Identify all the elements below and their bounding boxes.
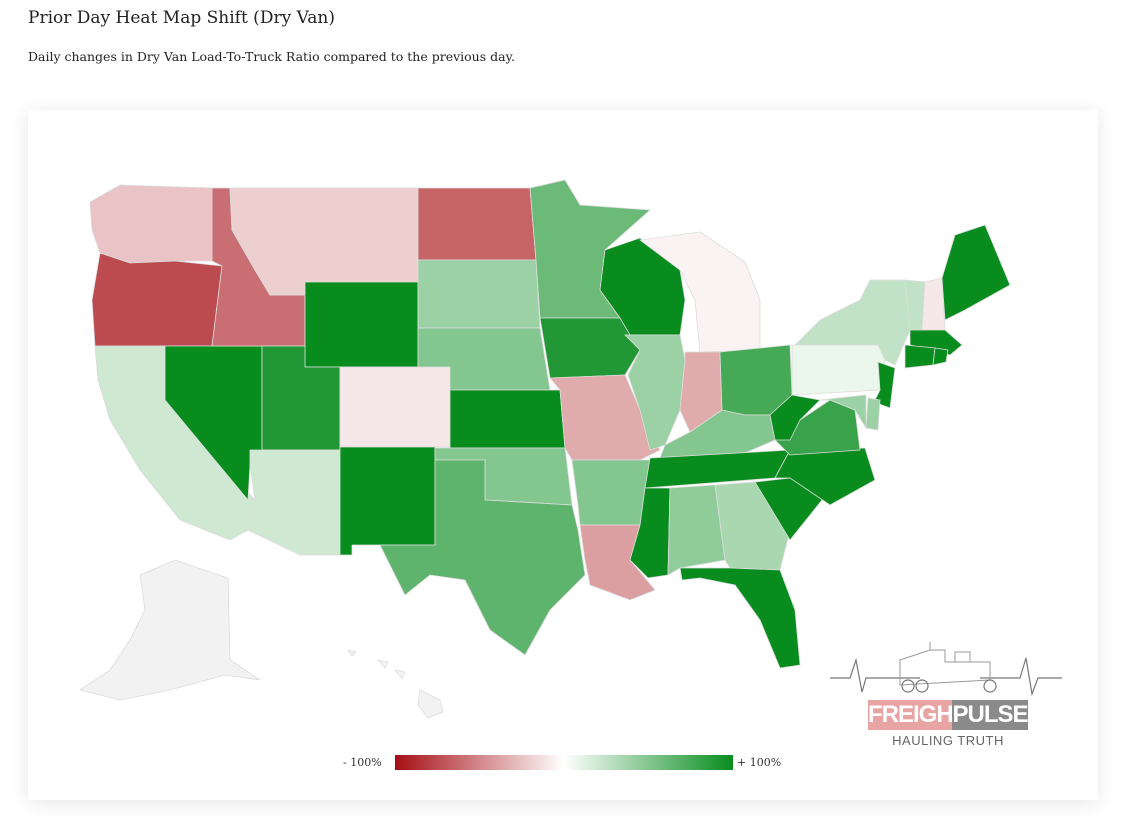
state-nm[interactable] [339,446,436,556]
legend-max-label: + 100% [737,756,782,769]
truck-heartbeat-icon [830,642,1062,697]
page-title: Prior Day Heat Map Shift (Dry Van) [28,8,336,28]
logo-word-pulse: PULSE [952,700,1029,730]
state-or[interactable] [91,252,223,347]
logo-word-freight: FREIGHT [868,700,967,730]
page-subtitle: Daily changes in Dry Van Load-To-Truck R… [28,49,515,64]
state-nd[interactable] [417,187,537,261]
state-ar[interactable] [571,459,651,526]
legend-min-label: - 100% [343,756,382,769]
state-me[interactable] [941,224,1011,321]
state-tx[interactable] [379,459,586,656]
state-pa[interactable] [791,344,886,396]
state-ri[interactable] [932,347,949,366]
state-nj[interactable] [873,361,896,409]
state-az[interactable] [247,449,341,556]
state-il[interactable] [624,334,686,451]
state-md[interactable] [819,394,867,430]
state-al[interactable] [667,484,726,576]
state-ct[interactable] [904,344,936,369]
state-co[interactable] [339,366,451,448]
legend-gradient-bar [395,755,733,770]
state-ks[interactable] [449,389,566,449]
state-de[interactable] [865,397,881,431]
state-sd[interactable] [417,259,541,329]
state-fl[interactable] [679,567,801,669]
state-ma[interactable] [909,329,963,356]
logo-tagline: HAULING TRUTH [892,733,1004,748]
state-ia[interactable] [539,317,641,379]
state-hi[interactable] [347,649,444,719]
state-wa[interactable] [89,184,213,264]
state-ak[interactable] [79,559,261,701]
state-wy[interactable] [304,281,419,368]
state-nh[interactable] [921,277,946,331]
